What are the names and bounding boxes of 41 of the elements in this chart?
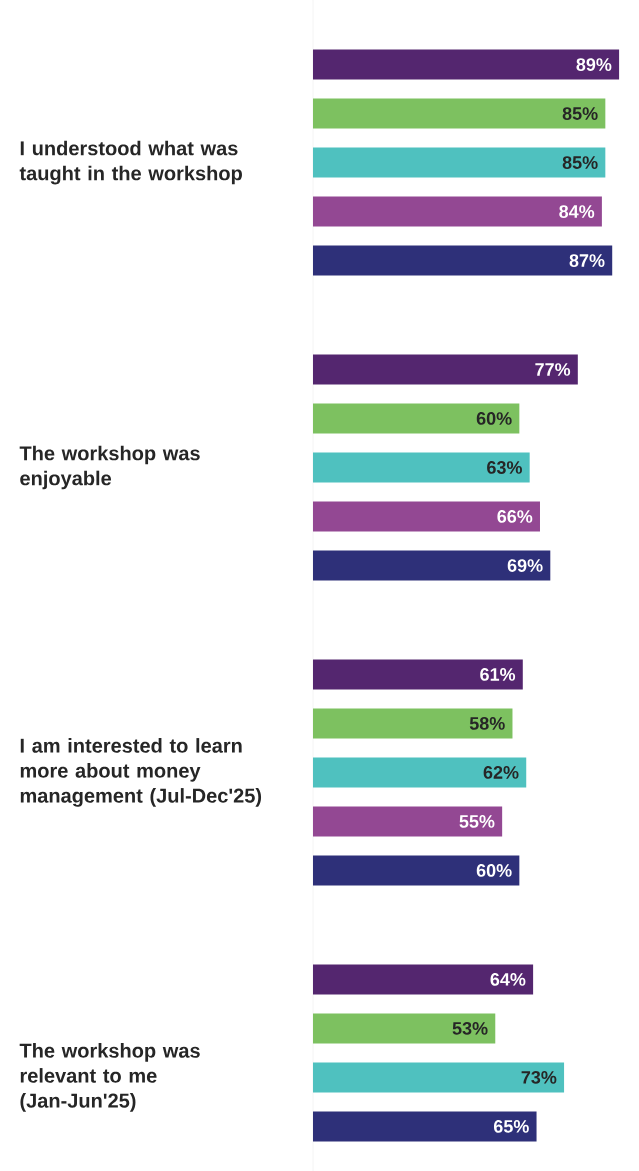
bar [313, 1062, 565, 1093]
bar [313, 550, 551, 581]
bar [313, 964, 534, 995]
data-label: 60% [476, 412, 512, 425]
data-label: 77% [535, 363, 571, 376]
bar [313, 757, 527, 788]
bar [313, 452, 530, 483]
data-label: 61% [480, 668, 516, 681]
bar [313, 147, 606, 178]
bar [313, 354, 578, 385]
data-label: 84% [559, 205, 595, 218]
bar [313, 403, 520, 434]
data-label: 63% [487, 461, 522, 474]
bar [313, 98, 606, 129]
data-label: 89% [576, 58, 612, 71]
bar [313, 806, 503, 837]
y-tick-label: The workshop was relevant to me (Jan-Jun'25) [19, 1043, 200, 1112]
data-label: 62% [483, 766, 519, 779]
y-tick-label: I understood what was taught in the workshop [19, 140, 242, 185]
data-label: 69% [507, 559, 543, 572]
bar [313, 245, 613, 276]
bar [313, 708, 513, 739]
data-label: 64% [490, 973, 526, 986]
bar [313, 1013, 496, 1044]
y-tick-label: The workshop was enjoyable [19, 445, 200, 490]
bar [313, 659, 523, 690]
data-label: 65% [493, 1120, 529, 1133]
data-label: 73% [521, 1070, 557, 1084]
data-label: 58% [469, 717, 505, 730]
y-tick-label: I am interested to learn more about money management (Jul-Dec'25) [20, 738, 262, 807]
data-label: 87% [569, 254, 605, 267]
data-label: 55% [459, 815, 495, 828]
bar [313, 49, 620, 80]
data-label: 66% [497, 510, 533, 523]
data-label: 85% [562, 156, 598, 169]
data-label: 60% [476, 864, 512, 877]
bar [313, 855, 520, 886]
bar [313, 196, 602, 227]
data-label: 53% [452, 1021, 488, 1035]
data-label: 85% [562, 107, 598, 120]
bar [313, 501, 540, 532]
